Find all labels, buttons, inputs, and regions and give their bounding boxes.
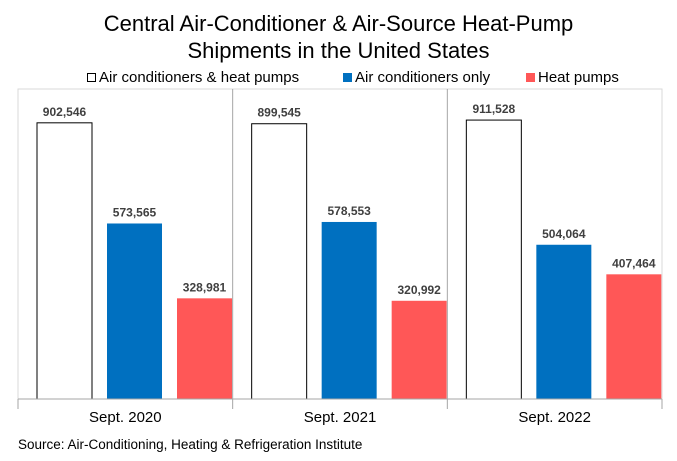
legend-item-ac-only: Air conditioners only [343,69,490,86]
bar [391,300,447,399]
legend-label-ac-only: Air conditioners only [355,69,491,86]
bar [536,244,592,399]
bar [107,223,162,399]
bar [606,274,662,399]
data-label: 911,528 [472,102,515,116]
data-label: 328,981 [183,280,227,294]
data-label: 504,064 [542,227,586,241]
x-tick-label: Sept. 2020 [89,409,162,426]
legend-label-total: Air conditioners & heat pumps [99,69,300,86]
data-label: 578,553 [327,204,371,218]
legend-item-total: Air conditioners & heat pumps [87,69,299,86]
bar [321,221,377,399]
bar [177,298,232,399]
legend-item-heat-pumps: Heat pumps [526,69,619,86]
data-label: 902,546 [43,105,87,119]
data-label: 899,545 [257,106,301,120]
legend-swatch-heat-pumps [526,73,535,82]
data-label: 320,992 [397,283,441,297]
x-tick-label: Sept. 2022 [518,409,591,426]
data-label: 407,464 [612,256,656,270]
bar [465,119,522,400]
source-note: Source: Air-Conditioning, Heating & Refr… [18,437,363,452]
legend-swatch-ac-only [343,73,352,82]
chart-title: Central Air-Conditioner & Air-Source Hea… [0,10,677,64]
data-label: 573,565 [113,205,157,219]
bar [36,122,93,400]
chart-title-line-2: Shipments in the United States [187,38,490,63]
x-tick-label: Sept. 2021 [304,409,377,426]
bar [251,123,308,400]
chart-title-line-1: Central Air-Conditioner & Air-Source Hea… [103,11,574,36]
chart-legend: Air conditioners & heat pumps Air condit… [0,69,677,87]
legend-swatch-total [87,73,96,82]
legend-label-heat-pumps: Heat pumps [538,69,619,86]
